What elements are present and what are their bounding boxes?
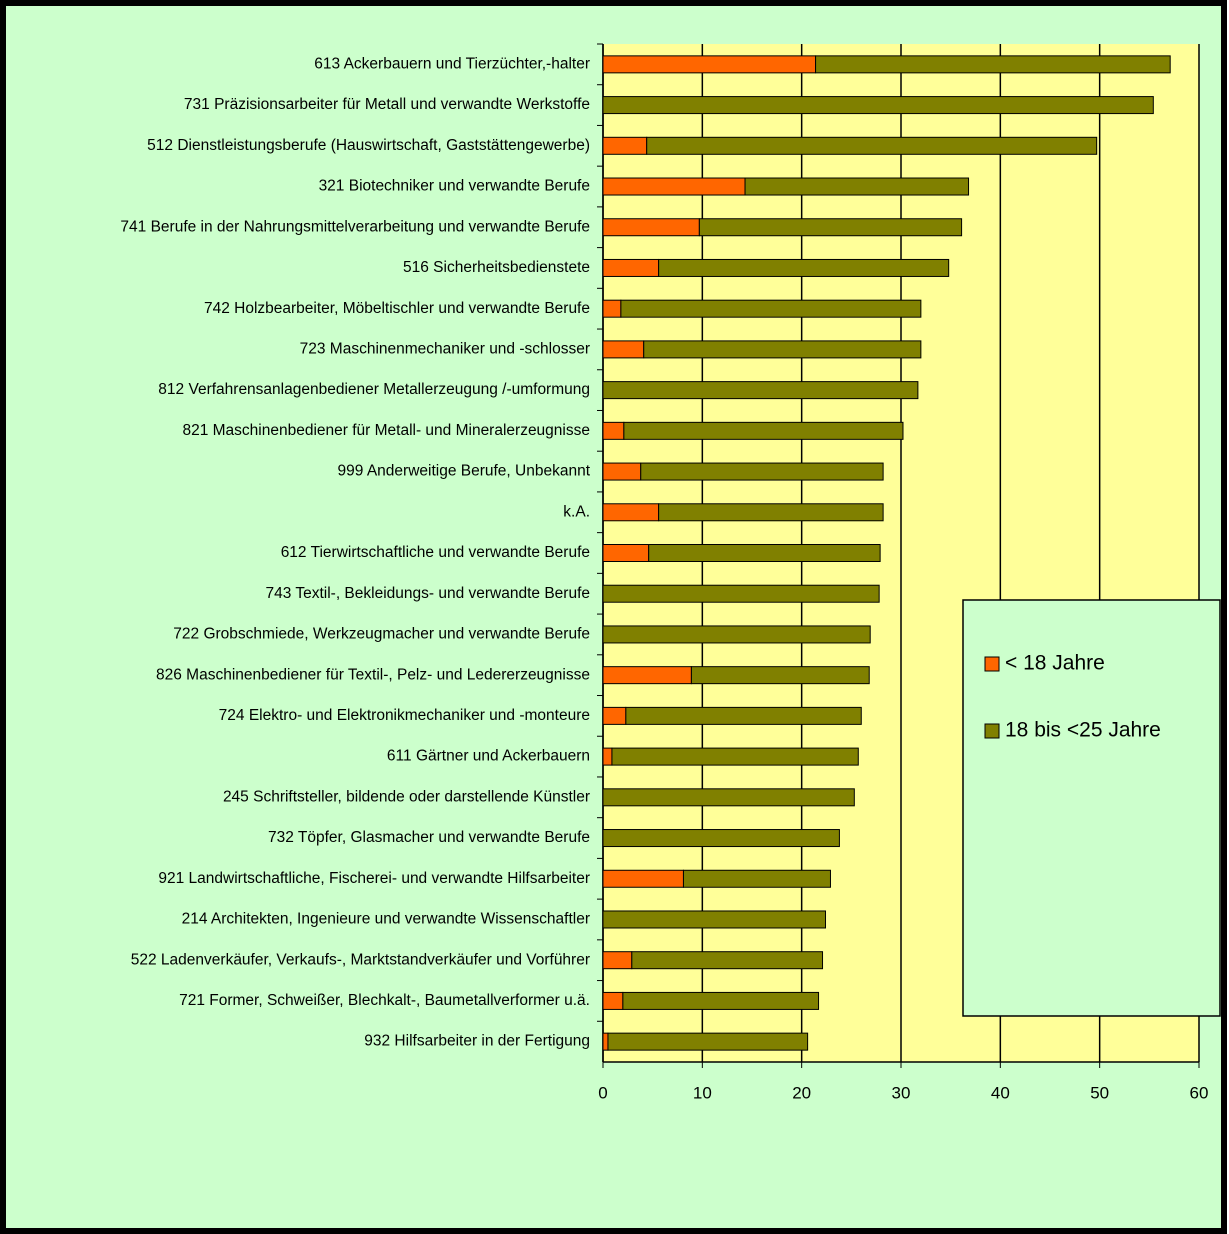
x-tick-label: 60 (1190, 1083, 1209, 1102)
bar-segment (640, 462, 884, 481)
y-tick-label: 821 Maschinenbediener für Metall- und Mi… (182, 422, 590, 439)
bar-segment (602, 625, 871, 644)
y-tick-label: 724 Elektro- und Elektronikmechaniker un… (219, 707, 590, 724)
y-tick-label: 512 Dienstleistungsberufe (Hauswirtschaf… (147, 137, 590, 154)
bar-segment (602, 788, 855, 807)
bar-segment (602, 991, 624, 1010)
bar-segment (602, 666, 692, 685)
bar-segment (602, 1032, 609, 1051)
bar-segment (602, 340, 645, 359)
bar-segment (602, 96, 1154, 115)
y-tick-label: 732 Töpfer, Glasmacher und verwandte Ber… (268, 829, 590, 846)
y-tick-label: 731 Präzisionsarbeiter für Metall und ve… (184, 96, 590, 113)
bar-segment (602, 258, 660, 277)
legend-swatch (984, 723, 1000, 739)
legend: < 18 Jahre 18 bis <25 Jahre (962, 599, 1221, 1017)
bar-segment (602, 503, 660, 522)
y-tick-label: 999 Anderweitige Berufe, Unbekannt (338, 463, 591, 480)
bar-segment (658, 503, 884, 522)
x-tick-label: 0 (598, 1083, 607, 1102)
y-tick-label: 722 Grobschmiede, Werkzeugmacher und ver… (173, 626, 590, 643)
y-tick-label: 826 Maschinenbediener für Textil-, Pelz-… (156, 666, 590, 683)
bar-segment (602, 177, 746, 196)
legend-swatch (984, 656, 1000, 672)
y-tick-label: 214 Architekten, Ingenieure und verwandt… (182, 911, 590, 928)
bar-segment (690, 666, 870, 685)
y-tick-label: k.A. (563, 503, 590, 520)
y-tick-label: 611 Gärtner und Ackerbauern (387, 748, 590, 765)
bar-segment (625, 706, 862, 725)
x-tick-label: 30 (892, 1083, 911, 1102)
bar-segment (602, 829, 840, 848)
y-tick-label: 932 Hilfsarbeiter in der Fertigung (364, 1033, 590, 1050)
bar-segment (602, 869, 684, 888)
bar-segment (643, 340, 922, 359)
bar-segment (622, 991, 820, 1010)
y-tick-label: 613 Ackerbauern und Tierzüchter,-halter (314, 55, 590, 72)
y-tick-label: 742 Holzbearbeiter, Möbeltischler und ve… (204, 300, 590, 317)
x-tick-label: 10 (693, 1083, 712, 1102)
bar-segment (602, 218, 700, 237)
y-tick-label: 723 Maschinenmechaniker und -schlosser (300, 340, 590, 357)
y-tick-label: 321 Biotechniker und verwandte Berufe (319, 178, 590, 195)
y-tick-label: 741 Berufe in der Nahrungsmittelverarbei… (120, 218, 590, 235)
bar-segment (602, 584, 880, 603)
bar-segment (602, 544, 650, 562)
x-tick-label: 50 (1090, 1083, 1109, 1102)
bar-segment (602, 55, 817, 74)
bar-segment (648, 544, 881, 562)
bar-segment (682, 869, 831, 888)
bar-segment (607, 1032, 809, 1051)
y-tick-label: 245 Schriftsteller, bildende oder darste… (223, 788, 590, 805)
bar-segment (602, 706, 627, 725)
bar-segment (602, 136, 648, 155)
y-tick-label: 721 Former, Schweißer, Blechkalt-, Baume… (179, 992, 590, 1009)
bar-segment (602, 462, 642, 481)
y-tick-label: 522 Ladenverkäufer, Verkaufs-, Marktstan… (131, 951, 590, 968)
y-tick-label: 612 Tierwirtschaftliche und verwandte Be… (281, 544, 590, 561)
bar-segment (602, 747, 613, 766)
x-tick-label: 40 (991, 1083, 1010, 1102)
y-tick-label: 921 Landwirtschaftliche, Fischerei- und … (158, 870, 590, 887)
y-tick-label: 516 Sicherheitsbedienstete (403, 259, 590, 276)
legend-label: < 18 Jahre (1005, 652, 1105, 675)
legend-box (962, 599, 1221, 1017)
bar-segment (658, 258, 950, 277)
y-tick-label: 743 Textil-, Bekleidungs- und verwandte … (265, 585, 590, 602)
bar-segment (602, 299, 622, 318)
bar-segment (602, 421, 625, 440)
bar-segment (602, 951, 633, 970)
bar-segment (611, 747, 859, 766)
bar-segment (631, 951, 824, 970)
bar-segment (698, 218, 963, 237)
bar-segment (744, 177, 970, 196)
bar-segment (623, 421, 904, 440)
y-tick-label: 812 Verfahrensanlagenbediener Metallerze… (158, 381, 590, 398)
legend-label: 18 bis <25 Jahre (1005, 719, 1161, 742)
bar-segment (602, 910, 827, 929)
bar-segment (646, 136, 1098, 155)
bar-segment (602, 381, 919, 400)
bar-segment (620, 299, 922, 318)
bar-segment (815, 55, 1171, 74)
x-tick-label: 20 (792, 1083, 811, 1102)
